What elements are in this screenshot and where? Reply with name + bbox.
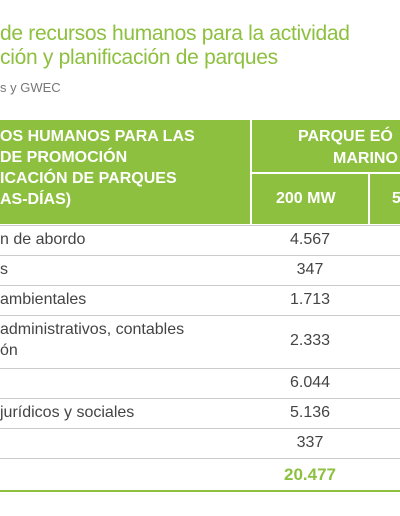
source: s y GWEC: [0, 80, 61, 95]
row-label: ón: [0, 342, 18, 359]
header-text: DE PROMOCIÓN: [0, 149, 128, 166]
row-line: [0, 428, 400, 429]
header-text: OS HUMANOS PARA LAS: [0, 128, 195, 145]
row-value: 4.567: [289, 230, 331, 248]
row-value: 337: [296, 433, 324, 451]
header-bg: [0, 120, 250, 224]
header-group: PARQUE EÓ: [298, 128, 393, 145]
row-value: 2.333: [289, 332, 331, 349]
row-line: [0, 458, 400, 459]
row-line: [0, 315, 400, 316]
header-col: 5: [392, 190, 400, 207]
bottom-rule: [0, 490, 400, 492]
total-value: 20.477: [284, 465, 336, 484]
header-group: MARINO: [333, 150, 398, 167]
header-col: 200 MW: [276, 190, 336, 207]
row-label: s: [0, 261, 8, 278]
header-text: ICACIÓN DE PARQUES: [0, 170, 177, 187]
header-text: AS-DÍAS): [0, 191, 72, 208]
row-label: jurídicos y sociales: [0, 404, 135, 421]
title-line: ción y planificación de parques: [0, 46, 278, 69]
row-line: [0, 225, 400, 226]
row-value: 1.713: [289, 290, 331, 308]
row-label: n de abordo: [0, 231, 86, 248]
row-line: [0, 398, 400, 399]
header-bg: [252, 174, 368, 224]
row-line: [0, 285, 400, 286]
header-bg: [252, 120, 400, 172]
row-label: ambientales: [0, 291, 87, 308]
row-value: 6.044: [289, 373, 331, 391]
row-line: [0, 255, 400, 256]
row-line: [0, 368, 400, 369]
row-value: 5.136: [289, 403, 331, 421]
row-label: administrativos, contables: [0, 321, 185, 338]
title-line: de recursos humanos para la actividad: [0, 22, 350, 45]
header-bg: [370, 174, 400, 224]
row-value: 347: [296, 260, 324, 278]
